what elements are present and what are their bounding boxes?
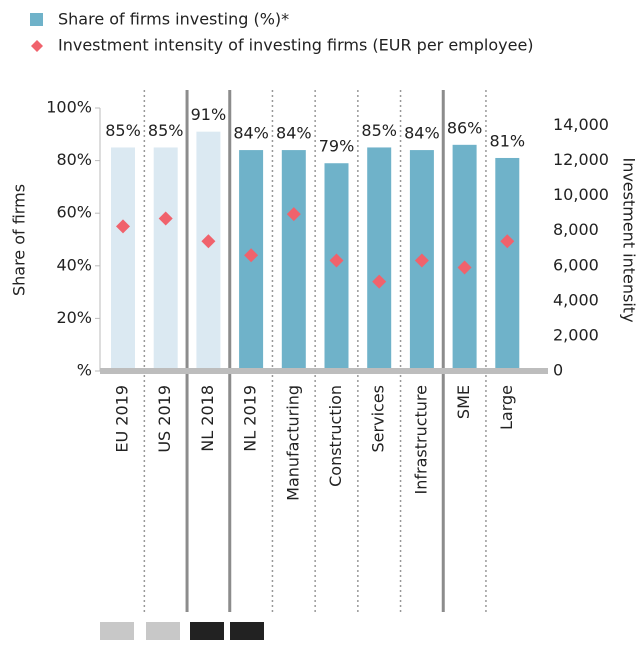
data-label: 84% [404,124,440,143]
x-tick-label: Services [369,385,388,452]
marker [244,248,259,263]
x-tick-label: Large [497,385,516,430]
bar [281,150,306,371]
marker [500,234,515,249]
y2-tick-label: 0 [553,361,563,380]
data-label: 84% [276,124,312,143]
footer-block [230,622,264,640]
y-tick-label: % [77,361,92,380]
marker [372,274,387,289]
bar [367,147,392,371]
x-tick-label: Infrastructure [411,385,430,494]
marker [286,207,301,222]
y2-tick-label: 14,000 [553,115,609,134]
y-tick-label: 40% [56,255,92,274]
footer-block [146,622,180,640]
legend-label: Investment intensity of investing firms … [58,36,534,55]
data-label: 91% [191,105,227,124]
x-tick-label: Manufacturing [283,385,302,501]
bar [196,131,221,371]
marker [158,211,173,226]
marker [116,219,130,234]
bar [111,147,135,371]
bar [153,147,178,371]
y2-axis-title: Investment intensity [620,157,638,322]
data-label: 84% [233,124,269,143]
y-tick-label: 60% [56,203,92,222]
marker [329,253,344,268]
y2-tick-label: 12,000 [553,150,609,169]
y-tick-label: 80% [56,150,92,169]
y2-tick-label: 2,000 [553,325,599,344]
footer-block [100,622,134,640]
y-tick-label: 20% [56,308,92,327]
x-tick-label: US 2019 [155,385,174,453]
y2-tick-label: 4,000 [553,290,599,309]
bar [495,157,520,371]
y-tick-label: 100% [46,98,92,117]
legend-swatch [31,40,43,52]
y2-tick-label: 8,000 [553,220,599,239]
y2-tick-label: 10,000 [553,185,609,204]
x-tick-label: SME [454,385,473,419]
data-label: 81% [490,131,526,150]
x-tick-label: EU 2019 [113,385,132,453]
data-label: 85% [148,121,184,140]
marker [457,260,472,275]
x-tick-label: Construction [326,385,345,487]
legend-swatch [30,13,43,26]
legend-label: Share of firms investing (%)* [58,10,289,29]
bar [452,144,477,371]
marker [414,253,429,268]
footer-block [190,622,224,640]
x-tick-label: NL 2018 [198,385,217,452]
x-tick-label: NL 2019 [241,385,260,452]
y2-tick-label: 6,000 [553,255,599,274]
marker [201,234,216,249]
y-axis-title: Share of firms [10,184,29,296]
data-label: 79% [319,137,355,156]
data-label: 85% [105,121,141,140]
data-label: 85% [361,121,397,140]
data-label: 86% [447,118,483,137]
